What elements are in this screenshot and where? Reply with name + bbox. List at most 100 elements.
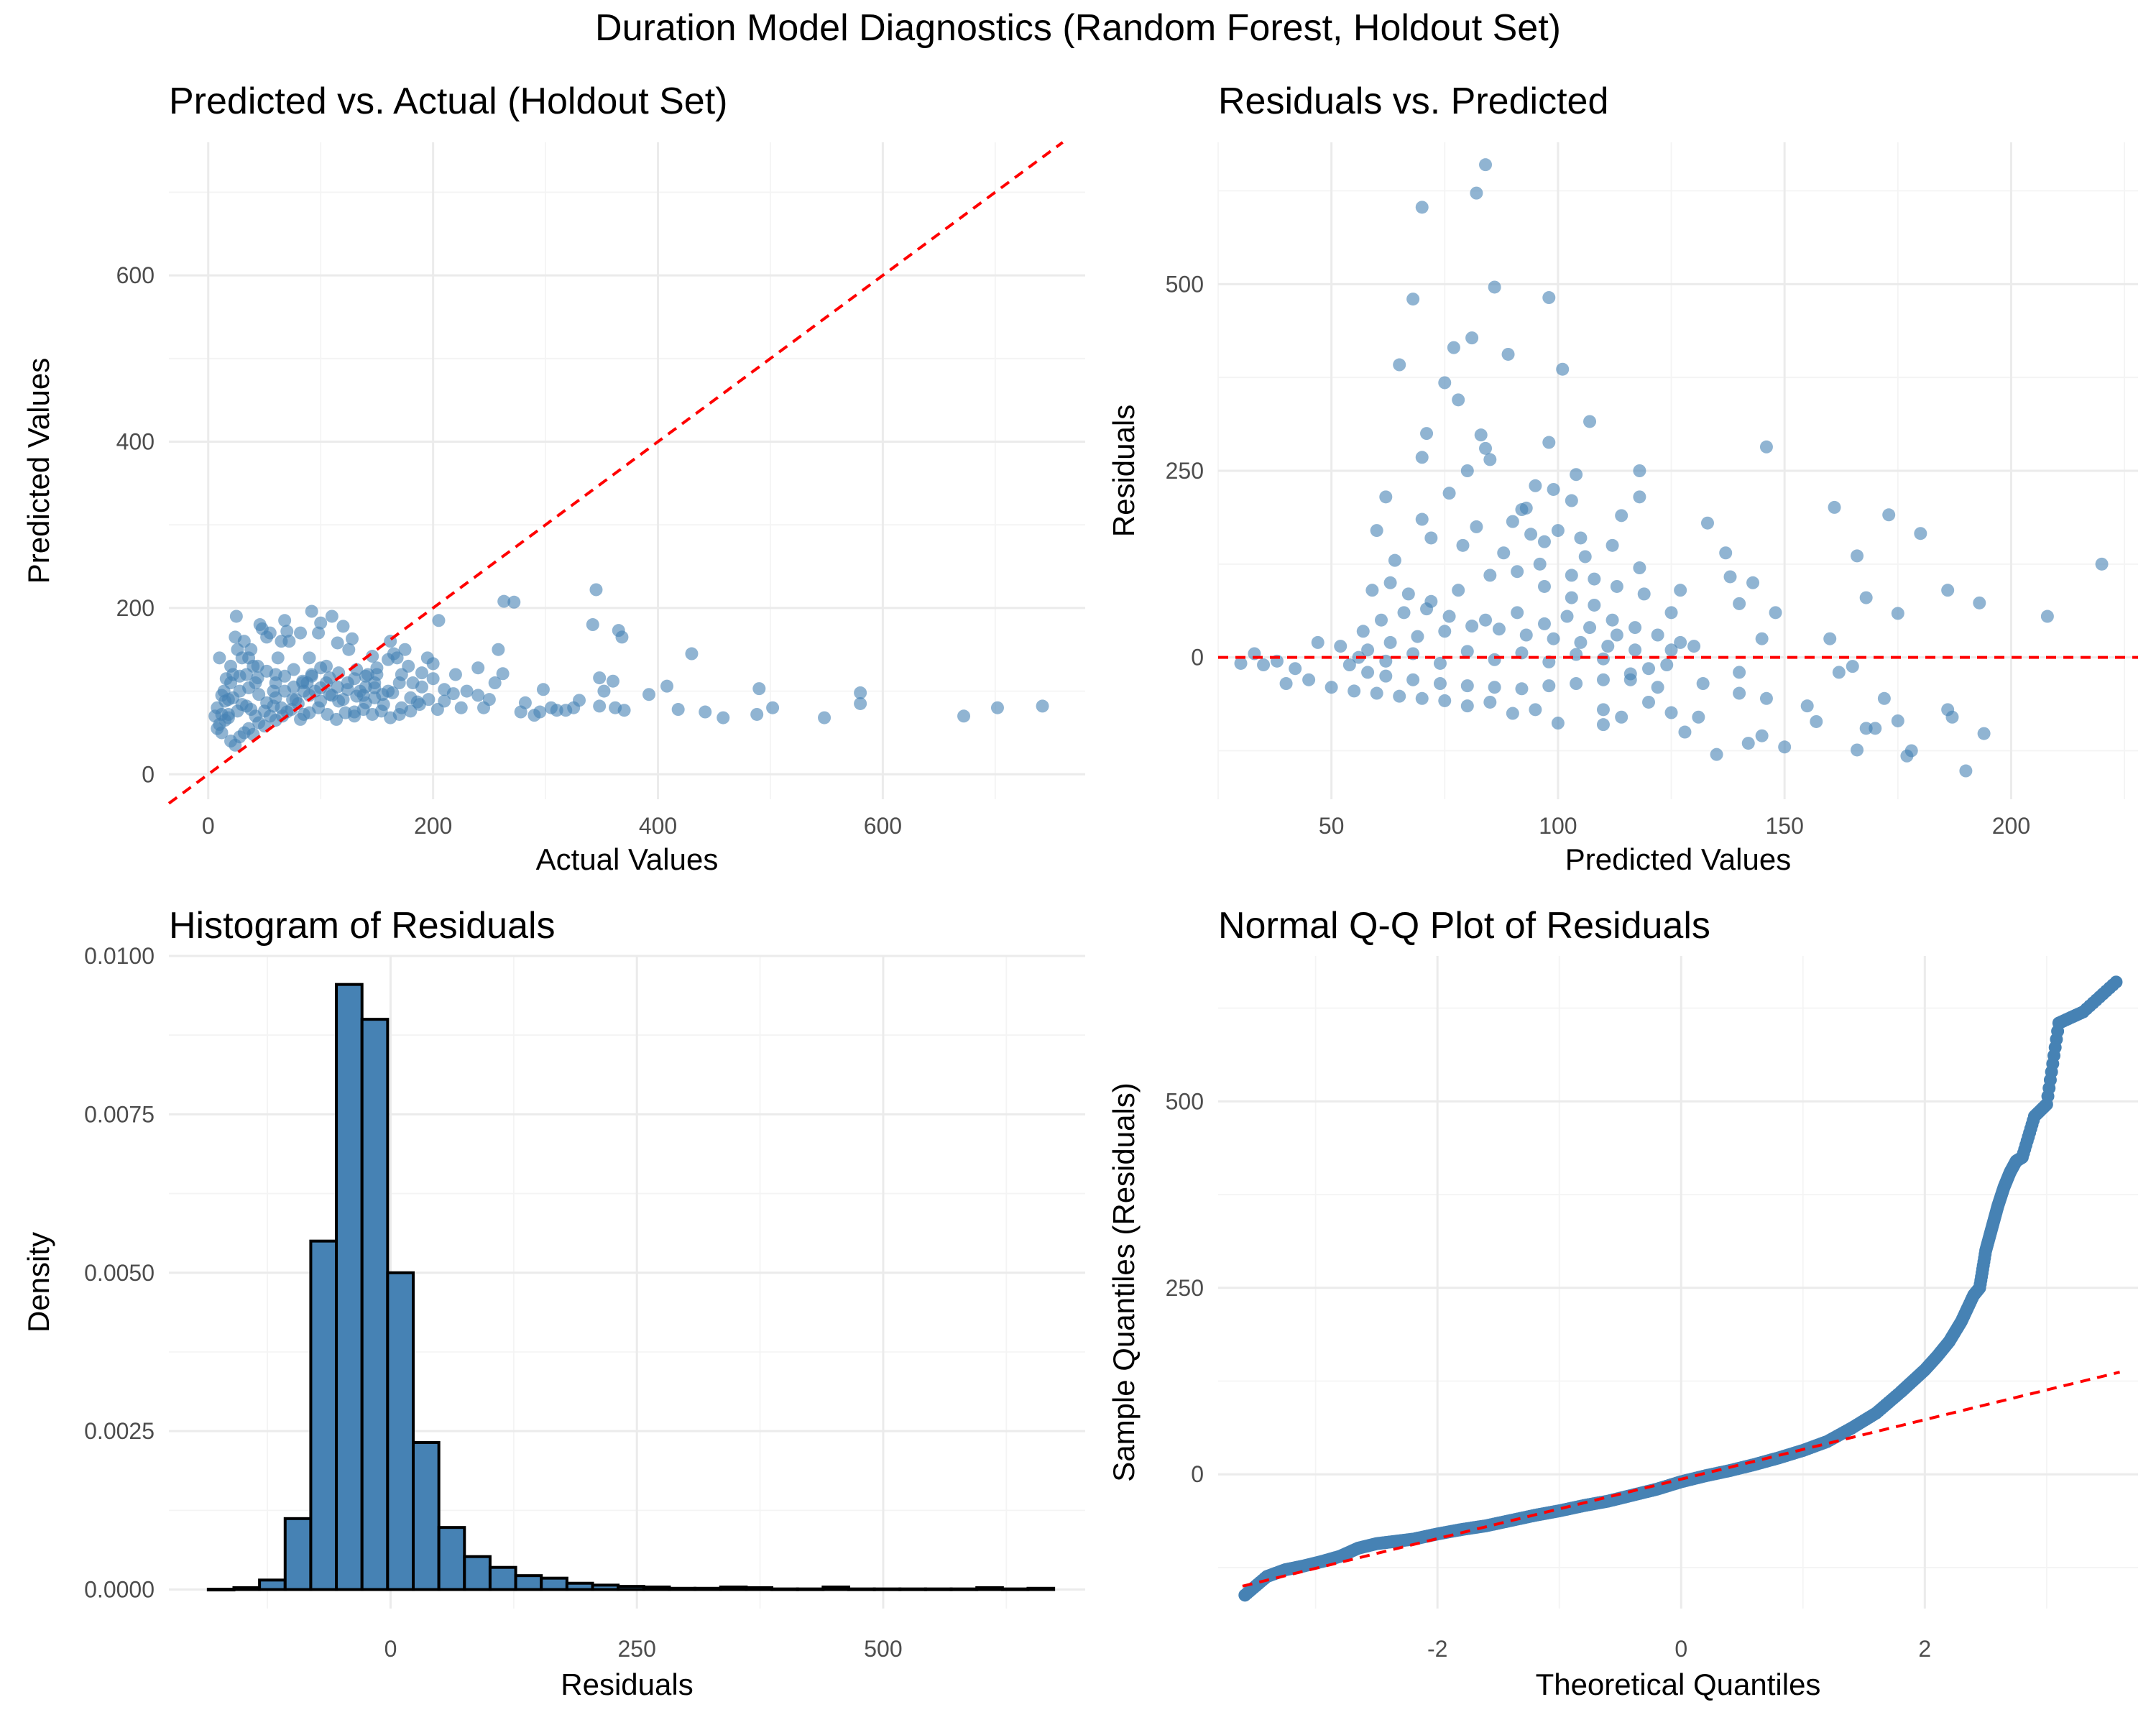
scatter-point: [1438, 376, 1452, 390]
histogram-bar: [745, 1586, 774, 1591]
scatter-point: [1710, 748, 1723, 761]
scatter-point: [1506, 515, 1519, 528]
y-axis-label: Sample Quantiles (Residuals): [1107, 1082, 1141, 1482]
histogram-bar: [923, 1587, 953, 1591]
scatter-point: [1515, 682, 1529, 696]
scatter-point: [1406, 293, 1420, 306]
scatter-point: [1828, 500, 1841, 514]
scatter-point: [312, 626, 326, 640]
scatter-point: [252, 688, 266, 702]
x-tick-label: 0: [202, 813, 215, 839]
reference-line: [167, 141, 1064, 805]
scatter-point: [492, 643, 505, 656]
scatter-point: [1891, 607, 1904, 620]
scatter-point: [226, 691, 240, 704]
scatter-point: [368, 691, 382, 704]
histogram-bar: [540, 1576, 568, 1591]
scatter-point: [496, 667, 510, 681]
scatter-point: [1542, 291, 1556, 305]
y-tick-label: 0.0075: [84, 1101, 155, 1127]
scatter-point: [1651, 628, 1664, 642]
scatter-point: [1877, 691, 1891, 705]
scatter-point: [1279, 677, 1293, 691]
scatter-point: [1442, 487, 1456, 500]
scatter-point: [1588, 598, 1601, 612]
histogram-bar: [898, 1587, 927, 1591]
scatter-point: [1574, 635, 1588, 649]
scatter-point: [1596, 673, 1610, 686]
scatter-point: [1234, 656, 1248, 670]
scatter-point: [660, 679, 674, 693]
scatter-point: [699, 705, 712, 719]
scatter-point: [559, 704, 573, 717]
scatter-point: [589, 583, 603, 597]
scatter-point: [1379, 669, 1393, 683]
histogram-bar: [949, 1587, 979, 1591]
scatter-point: [296, 674, 310, 688]
scatter-point: [1556, 362, 1570, 376]
scatter-point: [1479, 158, 1493, 172]
scatter-point: [213, 651, 226, 665]
scatter-point: [1401, 587, 1415, 601]
scatter-point: [1755, 632, 1769, 645]
histogram-bar: [872, 1587, 902, 1591]
scatter-point: [1551, 524, 1565, 538]
x-tick-label: 600: [864, 813, 902, 839]
y-tick-label: 0: [1191, 645, 1204, 671]
scatter-point: [1302, 673, 1316, 686]
scatter-point: [766, 701, 780, 714]
scatter-point: [325, 610, 338, 623]
scatter-point: [1492, 622, 1506, 636]
scatter-point: [1547, 632, 1560, 645]
scatter-point: [1719, 546, 1733, 560]
y-tick-label: 250: [1166, 458, 1204, 484]
scatter-point: [818, 711, 831, 724]
y-tick-label: 500: [1166, 1088, 1204, 1114]
scatter-point: [368, 681, 382, 694]
x-tick-label: 0: [1674, 1636, 1687, 1662]
scatter-point: [294, 712, 308, 726]
x-tick-label: 200: [1992, 813, 2030, 839]
scatter-point: [1769, 606, 1782, 620]
scatter-point: [231, 643, 244, 656]
panel-title: Normal Q-Q Plot of Residuals: [1218, 905, 1710, 947]
scatter-point: [359, 669, 372, 683]
scatter-point: [1959, 764, 1973, 778]
scatter-point: [1533, 557, 1547, 571]
scatter-point: [1570, 468, 1583, 482]
scatter-point: [224, 676, 238, 690]
scatter-point: [1442, 610, 1456, 623]
scatter-point: [1941, 584, 1955, 597]
panel-residual-histogram: Histogram of Residuals 0 250 500 0.0000 0.002…: [22, 905, 1085, 1701]
scatter-point: [1529, 703, 1542, 717]
scatter-point: [305, 604, 318, 618]
scatter-point: [460, 684, 474, 698]
histogram-bar: [565, 1581, 594, 1591]
scatter-point: [430, 703, 444, 717]
scatter-point: [507, 595, 521, 609]
scatter-point: [1674, 635, 1687, 649]
panel-title: Predicted vs. Actual (Holdout Set): [169, 80, 728, 122]
scatter-point: [448, 668, 462, 681]
scatter-point: [2040, 610, 2054, 623]
scatter-point: [1601, 640, 1615, 653]
scatter-point: [1542, 679, 1556, 693]
scatter-point: [1424, 531, 1438, 545]
scatter-point: [1542, 436, 1556, 449]
scatter-point: [276, 709, 290, 723]
histogram-bar: [412, 1441, 441, 1591]
histogram-bar: [975, 1586, 1004, 1591]
scatter-point: [586, 618, 599, 632]
scatter-point: [1623, 667, 1637, 681]
y-axis-label: Density: [22, 1232, 55, 1333]
scatter-point: [251, 671, 264, 685]
scatter-point: [323, 688, 336, 702]
scatter-point: [471, 689, 485, 702]
x-tick-label: 200: [414, 813, 452, 839]
scatter-point: [1565, 569, 1578, 582]
y-tick-label: 500: [1166, 271, 1204, 297]
x-axis-label: Actual Values: [536, 842, 719, 876]
scatter-point: [1460, 645, 1474, 658]
scatter-point: [1633, 490, 1646, 504]
